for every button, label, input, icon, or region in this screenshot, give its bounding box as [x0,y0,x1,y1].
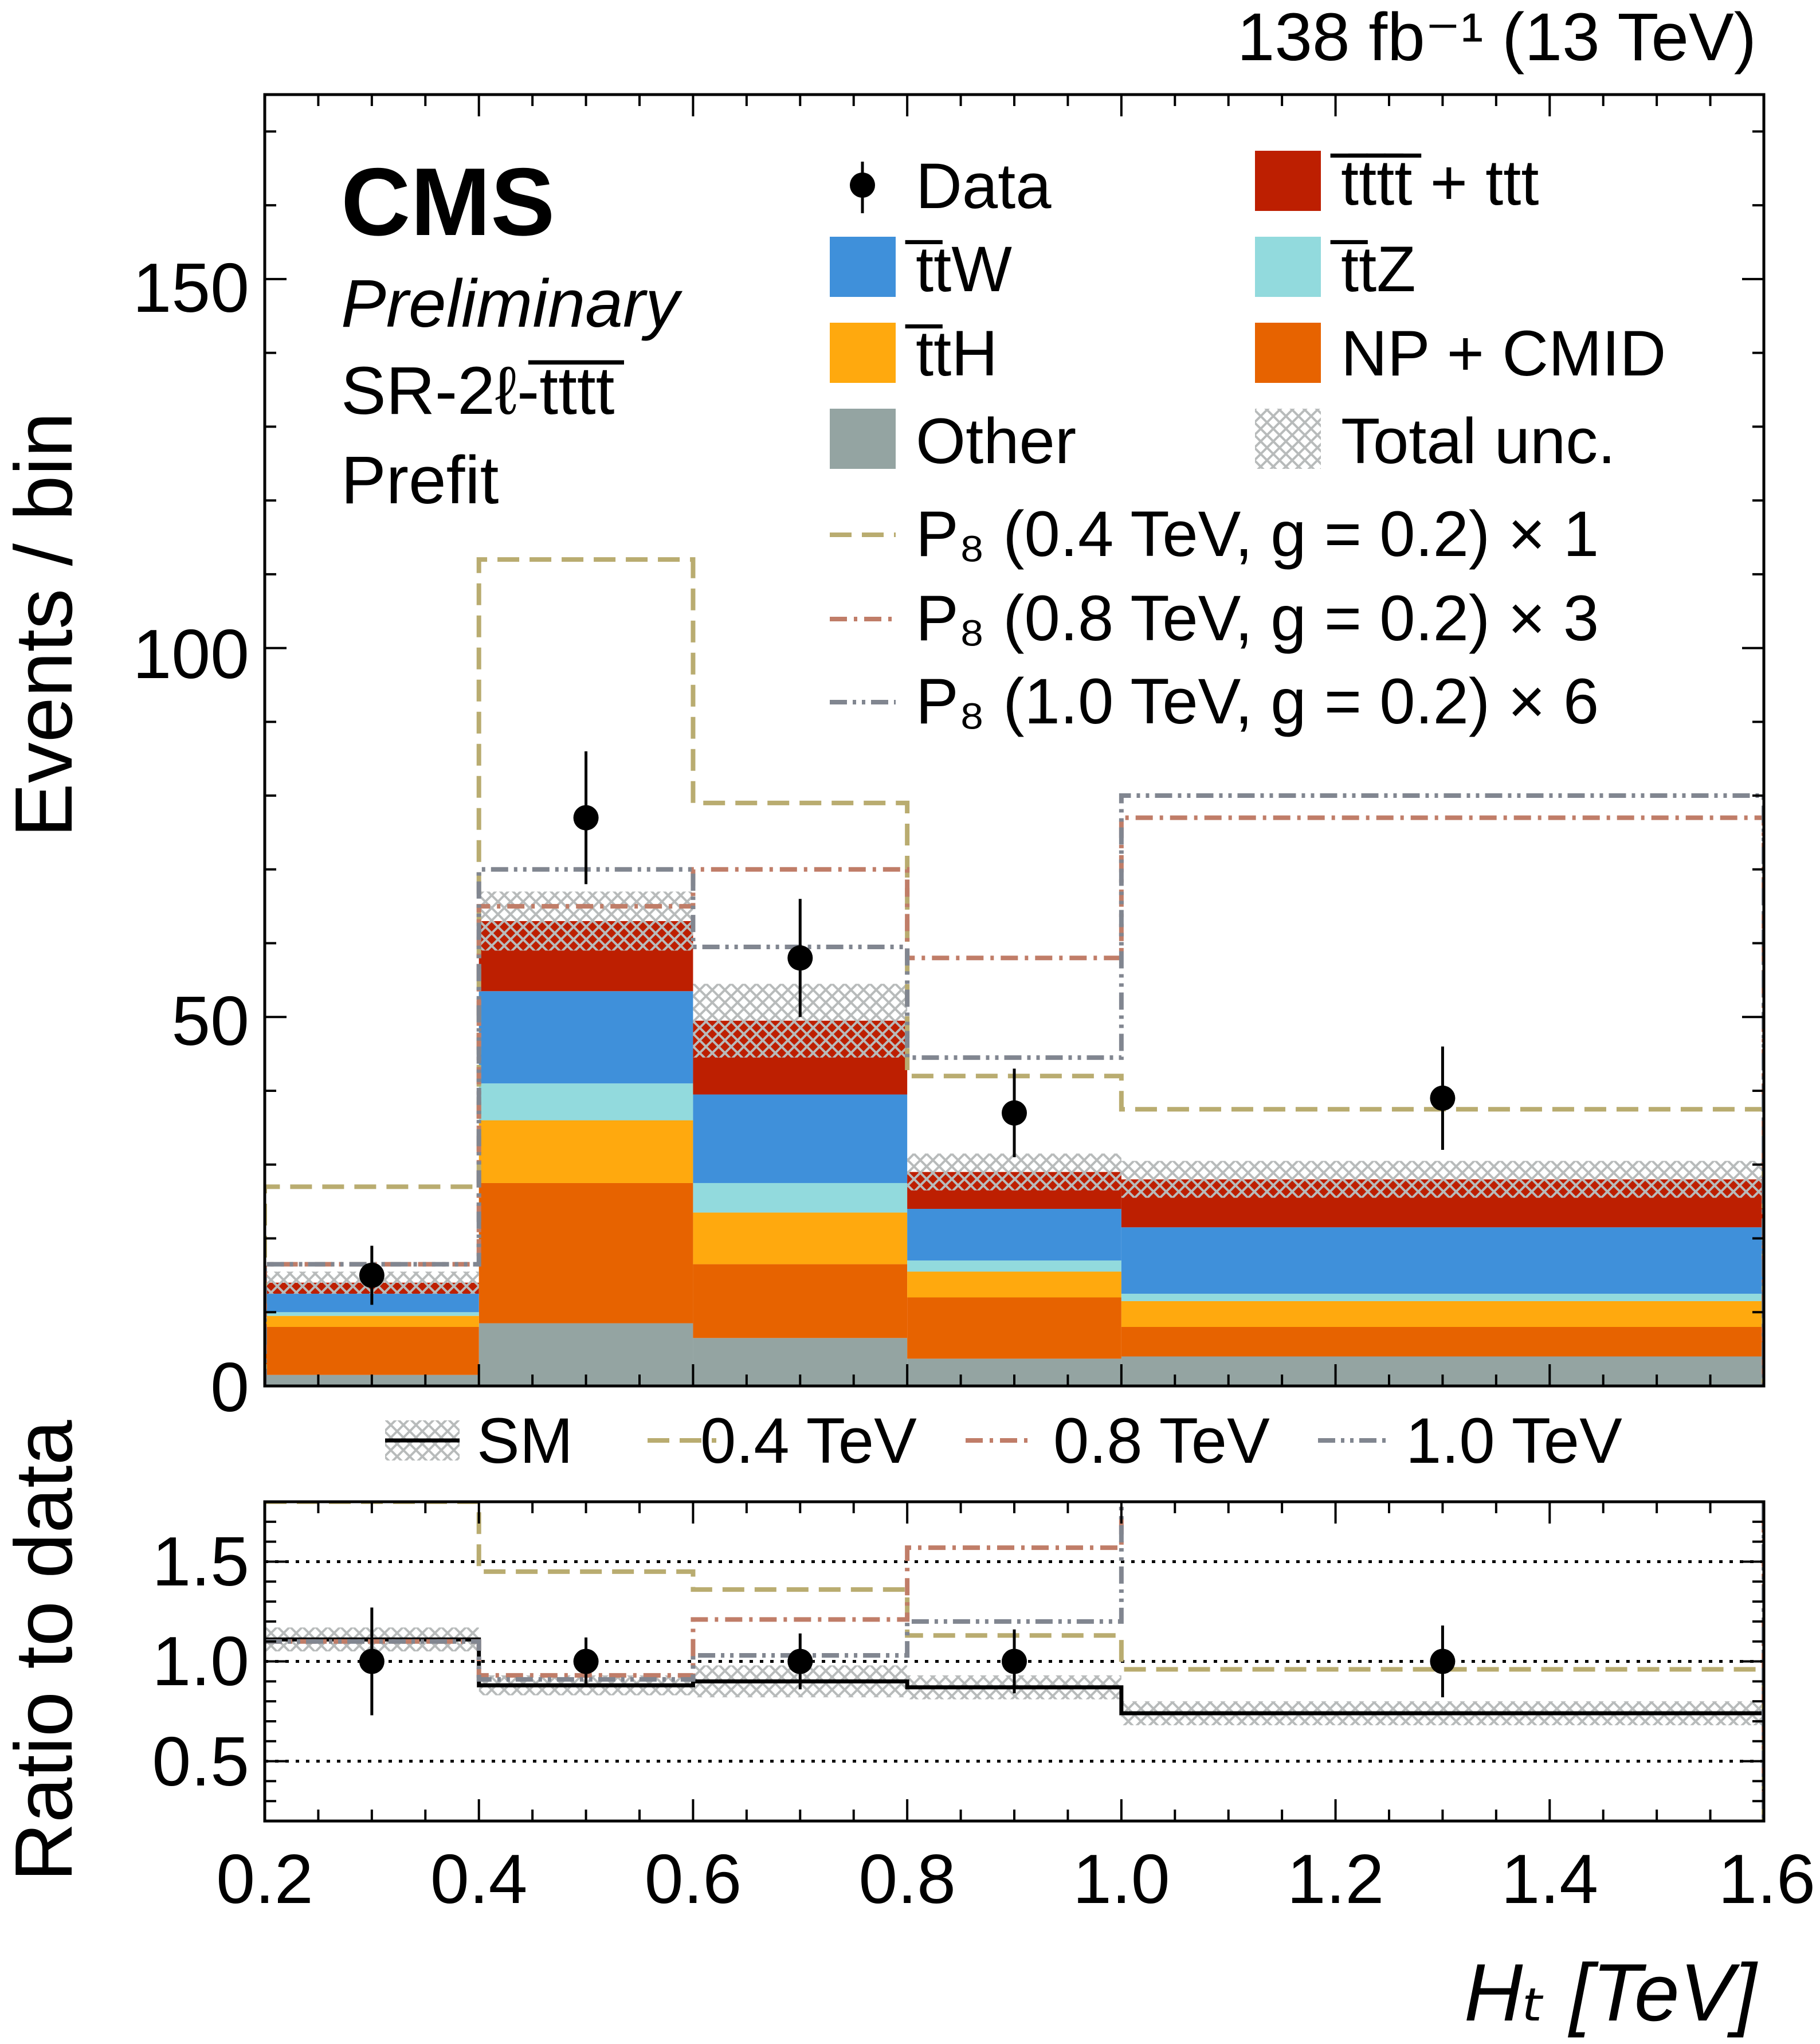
bar-t-tz-bin3 [907,1260,1121,1272]
ratio-legend: SM 0.4 TeV 0.8 TeV 1.0 TeV [385,1405,1622,1477]
data-point-4 [1430,1085,1456,1111]
bar-np-cmid-bin2 [693,1264,908,1338]
legend-tth-label: t̅tH [905,318,998,389]
ratio-ylabel: Ratio to data [0,1420,89,1881]
legend-tttt-label: t̅t̅t̅t̅ + ttt [1330,147,1539,218]
data-point-0 [359,1262,385,1288]
ratio-frame [263,1500,1766,1823]
bar-t-th-bin3 [907,1271,1121,1298]
ratio-legend-sm-label: SM [477,1405,573,1477]
ratio-data-point-1 [573,1648,599,1674]
xtick-labels: 0.2 0.4 0.6 0.8 1.0 1.2 1.4 1.6 [216,1840,1815,1918]
xtick-label: 0.6 [645,1840,742,1918]
main-ylabel: Events / bin [0,412,89,837]
region-label: SR-2ℓ-t̅t̅t̅t̅ [341,353,625,429]
legend-tth-swatch [830,323,896,383]
ratio-data-points [359,1607,1456,1716]
cms-status: Preliminary [341,266,682,342]
unc-band-bin1 [478,891,693,951]
ratio-data-point-3 [1002,1648,1027,1674]
data-point-1 [573,805,599,831]
ratio-reference-lines [265,1560,1764,1763]
xtick-label: 1.2 [1287,1840,1384,1918]
ratio-ytick-label: 0.5 [152,1722,249,1800]
ratio-ytick-label: 1.0 [152,1622,249,1700]
ratio-data-point-0 [359,1648,385,1674]
main-ytick-label: 0 [210,1348,249,1426]
legend-np-label: NP + CMID [1341,318,1666,389]
ratio-plot-area [265,1502,1764,1821]
main-legend: Data t̅tW t̅tH Other t̅t̅t̅t̅ + ttt t̅tZ… [830,147,1666,737]
ratio-lines [265,1502,1764,1821]
main-unc-band [265,891,1764,1294]
ratio-line-0-8-tev [265,1502,1764,1821]
legend-p08-label: P₈ (0.8 TeV, g = 0.2) × 3 [916,582,1599,654]
xtick-label: 1.6 [1718,1840,1815,1918]
bar-t-th-bin1 [478,1120,693,1183]
legend-np-swatch [1255,323,1321,383]
legend-ttz-label: t̅tZ [1330,233,1415,305]
legend-other-label: Other [916,405,1076,477]
legend-unc-swatch [1255,409,1321,469]
main-ytick-label: 100 [132,615,249,693]
bar-np-cmid-bin0 [265,1327,479,1375]
unc-band-bin3 [907,1153,1121,1191]
bar-t-tw-bin4 [1121,1227,1764,1294]
legend-tttt-swatch [1255,151,1321,211]
xtick-label: 0.8 [858,1840,956,1918]
legend-p04-label: P₈ (0.4 TeV, g = 0.2) × 1 [916,498,1599,570]
ratio-data-point-2 [787,1648,813,1674]
main-ytick-label: 150 [132,249,249,327]
unc-band-bin4 [1121,1161,1764,1198]
legend-ttw-swatch [830,237,896,297]
ratio-legend-10-label: 1.0 TeV [1406,1405,1622,1477]
cms-logo: CMS [341,148,555,256]
ratio-data-point-4 [1430,1648,1456,1674]
bar-t-tz-bin4 [1121,1294,1764,1301]
bar-t-tw-bin2 [693,1094,908,1183]
data-point-2 [787,945,813,971]
bar-np-cmid-bin3 [907,1297,1121,1359]
stage-label: Prefit [341,443,499,518]
bar-t-th-bin2 [693,1212,908,1264]
ratio-ytick-label: 1.5 [152,1522,249,1600]
ratio-line-1-0-tev [265,1502,1764,1821]
bar-t-tz-bin0 [265,1312,479,1316]
bar-np-cmid-bin4 [1121,1327,1764,1357]
xlabel: Hₜ [TeV] [1464,1947,1759,2038]
bar-np-cmid-bin1 [478,1182,693,1323]
bar-t-tw-bin3 [907,1209,1121,1261]
bar-t-th-bin4 [1121,1301,1764,1328]
legend-ttz-swatch [1255,237,1321,297]
bar-t-tw-bin1 [478,991,693,1084]
signal-line-p-0-4-tev-g-0-2-1 [265,557,1764,1386]
ratio-line-0-4-tev [265,1502,1764,1821]
xtick-label: 1.4 [1501,1840,1598,1918]
legend-p10-label: P₈ (1.0 TeV, g = 0.2) × 6 [916,665,1599,737]
legend-data-label: Data [916,150,1052,222]
luminosity-label: 138 fb⁻¹ (13 TeV) [1237,0,1756,75]
xtick-label: 0.4 [430,1840,528,1918]
legend-unc-label: Total unc. [1341,405,1615,477]
main-data-points [359,751,1456,1305]
bar-t-tz-bin2 [693,1182,908,1213]
bar-t-tz-bin1 [478,1083,693,1121]
ratio-legend-04-label: 0.4 TeV [700,1405,917,1477]
main-ytick-label: 50 [171,982,249,1060]
xtick-label: 0.2 [216,1840,313,1918]
legend-other-swatch [830,409,896,469]
main-frame [263,93,1766,1388]
data-point-3 [1002,1100,1027,1126]
ratio-legend-08-label: 0.8 TeV [1053,1405,1270,1477]
legend-ttw-label: t̅tW [905,233,1012,305]
legend-data-marker [850,173,875,198]
xtick-label: 1.0 [1073,1840,1170,1918]
bar-t-th-bin0 [265,1315,479,1328]
